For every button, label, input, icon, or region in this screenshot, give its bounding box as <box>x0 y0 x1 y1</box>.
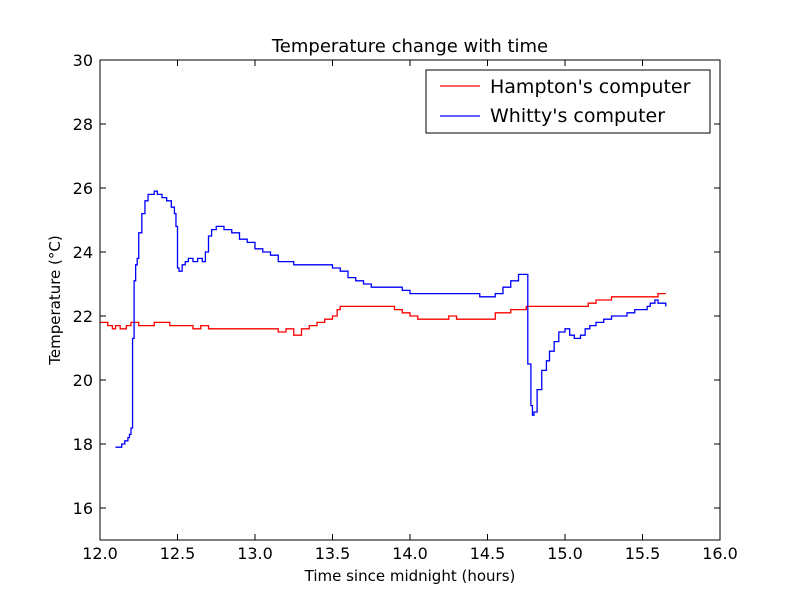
y-tick-label: 18 <box>73 435 93 454</box>
chart-title: Temperature change with time <box>271 36 548 57</box>
x-tick-label: 15.5 <box>625 544 661 563</box>
x-tick-label: 16.0 <box>702 544 738 563</box>
y-axis-ticks: 16 18 20 22 24 26 28 30 <box>73 51 720 518</box>
x-tick-label: 13.0 <box>237 544 273 563</box>
y-tick-label: 30 <box>73 51 93 70</box>
legend-label-hampton: Hampton's computer <box>490 76 691 98</box>
legend: Hampton's computer Whitty's computer <box>425 69 711 134</box>
x-tick-label: 13.5 <box>315 544 351 563</box>
x-axis-ticks: 12.0 12.5 13.0 13.5 14.0 14.5 15.0 15.5 16.0 <box>82 60 738 563</box>
series-lines <box>100 190 667 448</box>
legend-label-whitty: Whitty's computer <box>490 105 665 127</box>
x-tick-label: 12.5 <box>160 544 196 563</box>
x-tick-label: 12.0 <box>82 544 118 563</box>
series-line-1 <box>115 190 667 448</box>
y-tick-label: 20 <box>73 371 93 390</box>
y-tick-label: 22 <box>73 307 93 326</box>
y-axis-label: Temperature (°C) <box>46 235 64 365</box>
x-tick-label: 14.5 <box>470 544 506 563</box>
legend-box <box>425 69 711 134</box>
y-tick-label: 24 <box>73 243 93 262</box>
y-tick-label: 28 <box>73 115 93 134</box>
x-tick-label: 15.0 <box>547 544 583 563</box>
y-tick-label: 16 <box>73 499 93 518</box>
x-axis-label: Time since midnight (hours) <box>304 567 516 585</box>
y-tick-label: 26 <box>73 179 93 198</box>
series-line-0 <box>100 292 666 336</box>
x-tick-label: 14.0 <box>392 544 428 563</box>
